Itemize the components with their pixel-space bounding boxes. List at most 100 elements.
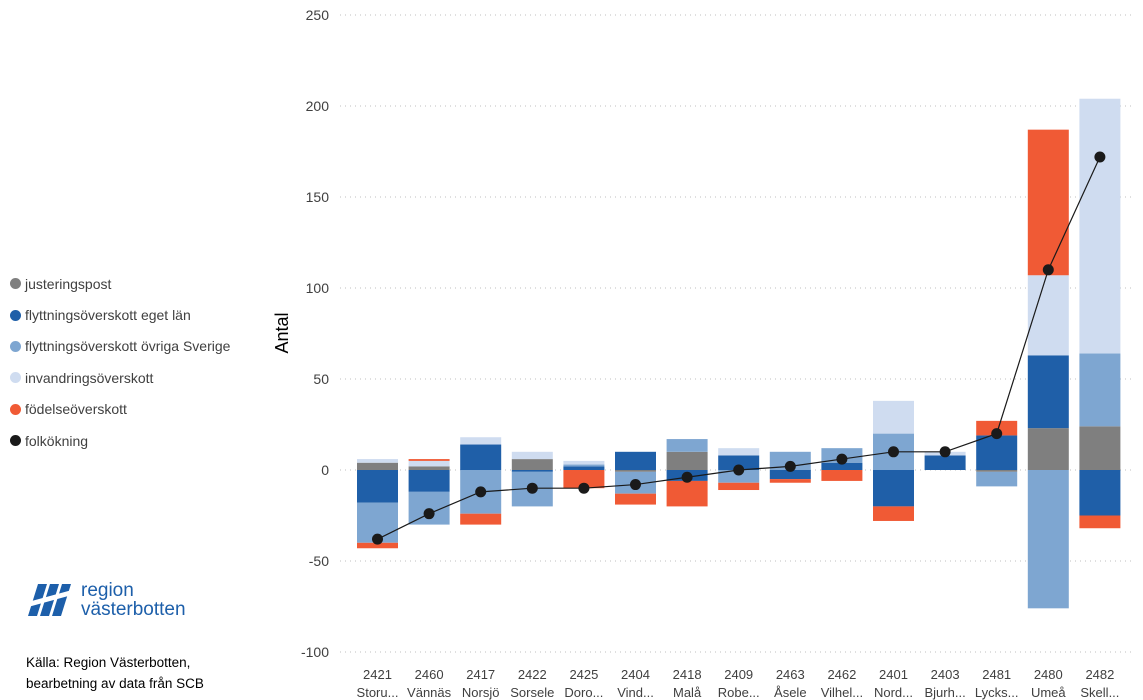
legend-item-fodelse[interactable]: födelseöverskott [10, 394, 230, 425]
y-tick-label: 50 [313, 371, 329, 387]
bar-segment-egetlan [924, 455, 966, 470]
bar-segment-fodelse [563, 470, 605, 489]
x-tick-name: Åsele [774, 685, 807, 700]
source-line-2: bearbetning av data från SCB [26, 676, 204, 691]
legend-marker-fodelse [10, 403, 21, 415]
legend-item-folkokning[interactable]: folkökning [10, 425, 230, 456]
bar-segment-fodelse [718, 482, 760, 491]
bar-segment-egetlan [511, 470, 553, 472]
folkokning-point [1042, 264, 1054, 276]
bar-segment-invandring [718, 448, 760, 456]
bar-segment-justeringspost [357, 462, 398, 470]
legend-item-justeringspost[interactable]: justeringspost [10, 268, 230, 299]
bar-segment-egetlan [873, 470, 914, 507]
x-tick-code: 2422 [518, 667, 547, 682]
legend: justeringspost flyttningsöverskott eget … [10, 268, 230, 456]
bar-segment-invandring [1079, 98, 1121, 354]
legend-item-invandring[interactable]: invandringsöverskott [10, 362, 230, 393]
y-tick-label: 250 [306, 7, 330, 23]
bar-segment-fodelse [666, 480, 708, 507]
bar-segment-egetlan [1027, 355, 1069, 429]
bar-segment-fodelse [821, 470, 863, 481]
folkokning-point [939, 446, 951, 458]
x-tick-code: 2480 [1034, 667, 1063, 682]
logo-wordmark: region västerbotten [81, 581, 186, 619]
legend-marker-eget-lan [10, 309, 21, 321]
legend-label-eget-lan: flyttningsöverskott eget län [25, 307, 191, 324]
x-tick-name: Bjurh... [925, 685, 966, 700]
bar-segment-egetlan [357, 470, 398, 503]
logo-line-2: västerbotten [81, 599, 186, 620]
bar-segment-fodelse [408, 459, 450, 461]
bar-segment-justeringspost [1079, 426, 1121, 470]
bar-segment-egetlan [615, 451, 656, 470]
legend-item-eget-lan[interactable]: flyttningsöverskott eget län [10, 299, 230, 330]
x-tick-name: Vännäs [407, 685, 452, 700]
bar-segment-justeringspost [511, 459, 553, 470]
bar-segment-fodelse [1079, 515, 1121, 529]
bar-segment-justeringspost [615, 470, 656, 472]
bar-segment-egetlan [563, 466, 605, 470]
x-tick-name: Vilhel... [821, 685, 863, 700]
folkokning-point [681, 471, 693, 483]
x-tick-name: Umeå [1031, 685, 1066, 700]
bar-segment-ovriga [1079, 353, 1121, 427]
x-tick-name: Robe... [718, 685, 760, 700]
folkokning-point [784, 460, 796, 472]
folkokning-point [475, 486, 487, 498]
bar-segment-invandring [357, 459, 398, 463]
bar-segment-egetlan [460, 444, 502, 470]
folkokning-point [630, 479, 641, 491]
bar-segment-invandring [873, 400, 914, 434]
x-tick-code: 2409 [724, 667, 753, 682]
x-tick-code: 2463 [776, 667, 805, 682]
bar-segment-invandring [563, 460, 605, 465]
x-tick-code: 2404 [621, 667, 650, 682]
legend-marker-justeringspost [10, 278, 21, 290]
bar-segment-fodelse [615, 493, 656, 505]
x-tick-code: 2481 [982, 667, 1011, 682]
legend-item-ovriga-sverige[interactable]: flyttningsöverskott övriga Sverige [10, 331, 230, 362]
x-tick-code: 2462 [827, 667, 856, 682]
bar-segment-egetlan [718, 455, 760, 470]
bar-segment-justeringspost [666, 451, 708, 470]
bar-segment-invandring [408, 460, 450, 467]
y-tick-label: -50 [309, 553, 329, 569]
bar-segment-ovriga [718, 470, 760, 483]
source-note: Källa: Region Västerbotten, bearbetning … [26, 652, 286, 694]
x-tick-code: 2460 [415, 667, 444, 682]
y-tick-label: 0 [321, 462, 329, 478]
x-tick-name: Vind... [617, 685, 654, 700]
x-tick-code: 2418 [673, 667, 702, 682]
bar-segment-egetlan [976, 435, 1018, 470]
x-tick-name: Malå [673, 685, 702, 700]
x-tick-name: Norsjö [462, 685, 500, 700]
bar-segment-egetlan [821, 462, 863, 470]
folkokning-point [733, 464, 745, 476]
bar-segment-fodelse [460, 513, 502, 525]
bar-segment-ovriga [1027, 470, 1069, 609]
bar-segment-fodelse [1027, 129, 1069, 276]
folkokning-point [836, 453, 848, 465]
bar-segment-fodelse [873, 506, 914, 521]
bar-segment-egetlan [1079, 470, 1121, 516]
region-vasterbotten-logo: region västerbotten [26, 580, 186, 620]
bar-segment-invandring [1027, 275, 1069, 356]
legend-label-ovriga-sverige: flyttningsöverskott övriga Sverige [25, 338, 231, 355]
y-tick-label: -100 [301, 644, 329, 660]
y-tick-label: 200 [306, 98, 330, 114]
x-tick-name: Storu... [357, 685, 399, 700]
bar-segment-fodelse [769, 479, 811, 483]
x-tick-code: 2421 [363, 667, 392, 682]
x-tick-code: 2401 [879, 667, 908, 682]
x-tick-name: Sorsele [510, 685, 554, 700]
y-tick-label: 100 [306, 280, 330, 296]
legend-label-justeringspost: justeringspost [25, 275, 112, 292]
source-line-1: Källa: Region Västerbotten, [26, 655, 191, 670]
legend-label-fodelse: födelseöverskott [25, 401, 127, 418]
x-tick-code: 2482 [1085, 667, 1114, 682]
folkokning-point [578, 482, 590, 494]
logo-line-1: region [81, 580, 134, 601]
bar-segment-justeringspost [408, 466, 450, 470]
